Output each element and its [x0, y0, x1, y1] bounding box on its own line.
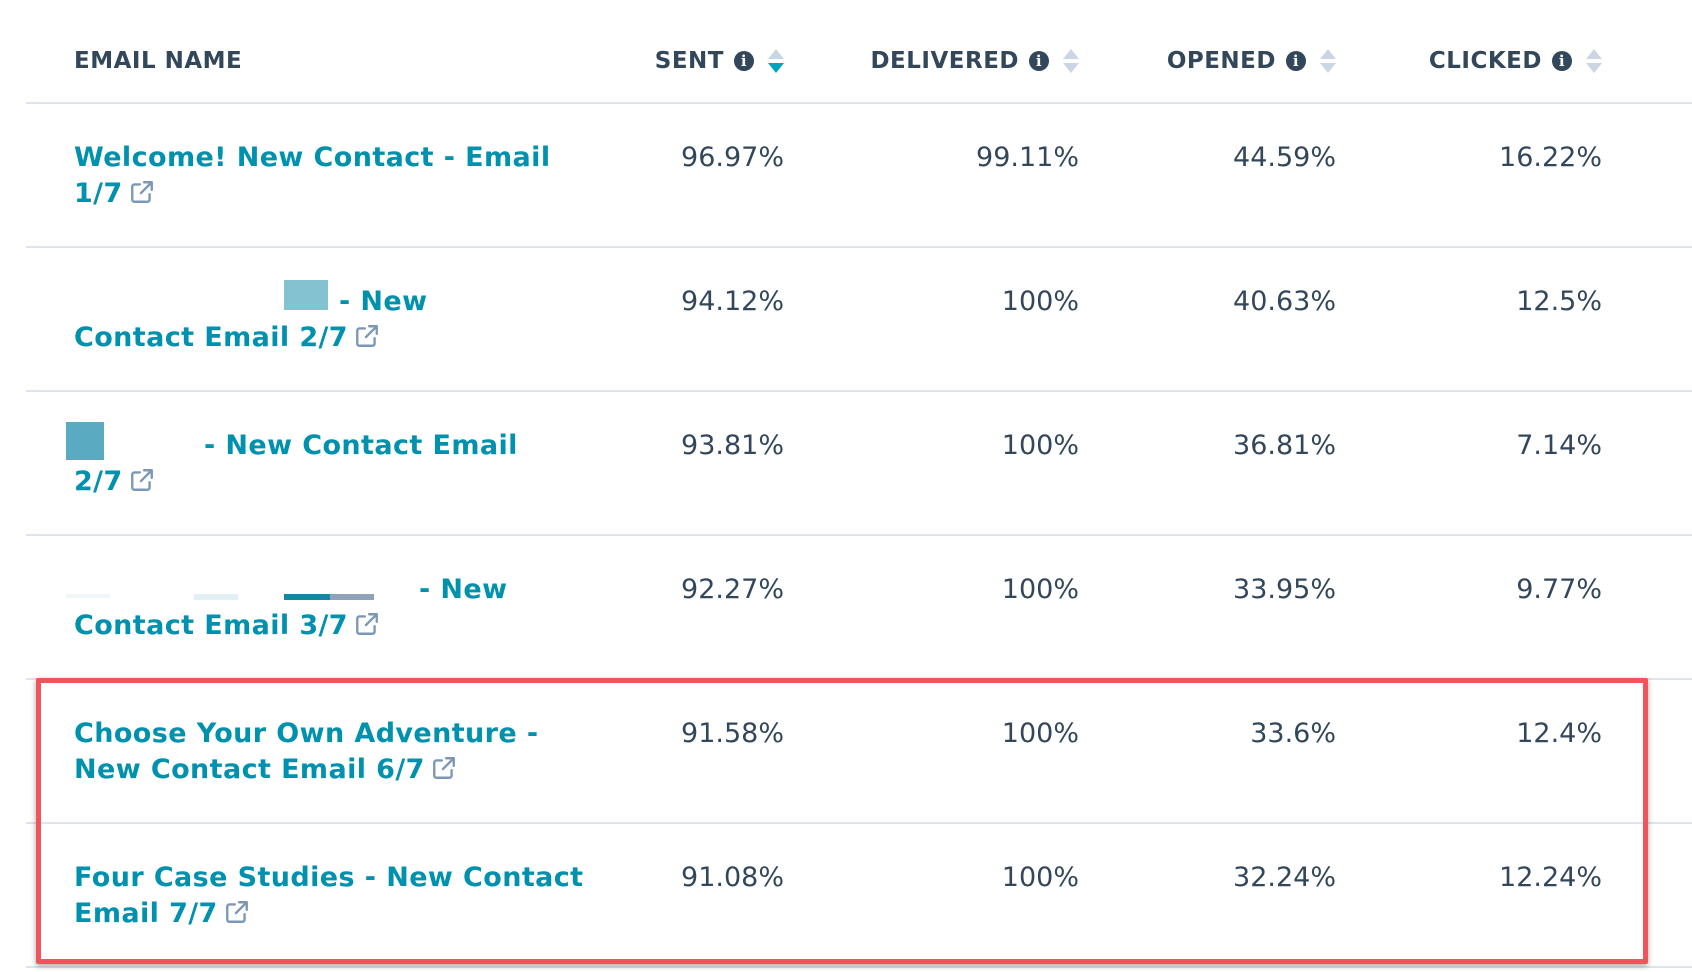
table-row: Choose Your Own Adventure - New Contact …: [26, 680, 1692, 824]
email-performance-table: EMAIL NAME SENT i DELIVERED i OPENED i C…: [26, 0, 1692, 968]
table-row: - New Contact Email 2/7 94.12% 100% 40.6…: [26, 248, 1692, 392]
column-header-sent[interactable]: SENT i: [626, 46, 784, 76]
opened-rate: 33.6%: [1250, 718, 1336, 749]
delivered-rate: 100%: [1001, 430, 1079, 461]
redaction-block: [66, 422, 104, 460]
clicked-rate: 16.22%: [1499, 142, 1602, 173]
redaction-block: [194, 594, 238, 600]
clicked-rate: 7.14%: [1516, 430, 1602, 461]
opened-rate: 32.24%: [1233, 862, 1336, 893]
sort-descending-icon[interactable]: [768, 49, 784, 73]
delivered-rate: 100%: [1001, 574, 1079, 605]
opened-rate: 33.95%: [1233, 574, 1336, 605]
external-link-icon[interactable]: [224, 899, 250, 925]
delivered-rate: 100%: [1001, 718, 1079, 749]
sort-icon[interactable]: [1320, 49, 1336, 73]
table-row: - New Contact Email 3/7 92.27% 100% 33.9…: [26, 536, 1692, 680]
clicked-rate: 9.77%: [1516, 574, 1602, 605]
info-icon[interactable]: i: [1552, 51, 1572, 71]
sent-rate: 94.12%: [681, 286, 784, 317]
redaction-block: [284, 594, 330, 600]
clicked-rate: 12.5%: [1516, 286, 1602, 317]
table-row: - New Contact Email 2/7 93.81% 100% 36.8…: [26, 392, 1692, 536]
sent-rate: 91.58%: [681, 718, 784, 749]
sent-rate: 91.08%: [681, 862, 784, 893]
info-icon[interactable]: i: [1029, 51, 1049, 71]
redaction-block: [66, 594, 110, 598]
column-header-clicked[interactable]: CLICKED i: [1366, 46, 1602, 76]
external-link-icon[interactable]: [431, 755, 457, 781]
email-name-link[interactable]: Choose Your Own Adventure - New Contact …: [74, 718, 539, 785]
opened-rate: 44.59%: [1233, 142, 1336, 173]
sort-icon[interactable]: [1586, 49, 1602, 73]
sent-rate: 96.97%: [681, 142, 784, 173]
table-row: Welcome! New Contact - Email 1/7 96.97% …: [26, 104, 1692, 248]
clicked-rate: 12.24%: [1499, 862, 1602, 893]
delivered-rate: 100%: [1001, 862, 1079, 893]
sent-rate: 92.27%: [681, 574, 784, 605]
clicked-rate: 12.4%: [1516, 718, 1602, 749]
column-header-email-name[interactable]: EMAIL NAME: [74, 48, 243, 74]
opened-rate: 40.63%: [1233, 286, 1336, 317]
info-icon[interactable]: i: [734, 51, 754, 71]
email-name-link[interactable]: - New Contact Email 2/7: [74, 430, 518, 497]
opened-rate: 36.81%: [1233, 430, 1336, 461]
email-name-link[interactable]: Welcome! New Contact - Email 1/7: [74, 142, 551, 209]
external-link-icon[interactable]: [129, 179, 155, 205]
email-name-link[interactable]: - New Contact Email 2/7: [74, 286, 428, 353]
column-header-delivered[interactable]: DELIVERED i: [826, 46, 1079, 76]
delivered-rate: 100%: [1001, 286, 1079, 317]
external-link-icon[interactable]: [129, 467, 155, 493]
info-icon[interactable]: i: [1286, 51, 1306, 71]
redaction-block: [330, 594, 374, 600]
sent-rate: 93.81%: [681, 430, 784, 461]
external-link-icon[interactable]: [354, 611, 380, 637]
column-header-opened[interactable]: OPENED i: [1106, 46, 1336, 76]
table-header: EMAIL NAME SENT i DELIVERED i OPENED i C…: [26, 0, 1692, 104]
delivered-rate: 99.11%: [976, 142, 1079, 173]
email-name-link[interactable]: - New Contact Email 3/7: [74, 574, 508, 641]
table-row: Four Case Studies - New Contact Email 7/…: [26, 824, 1692, 968]
email-name-link[interactable]: Four Case Studies - New Contact Email 7/…: [74, 862, 584, 929]
external-link-icon[interactable]: [354, 323, 380, 349]
sort-icon[interactable]: [1063, 49, 1079, 73]
redaction-block: [284, 280, 328, 310]
